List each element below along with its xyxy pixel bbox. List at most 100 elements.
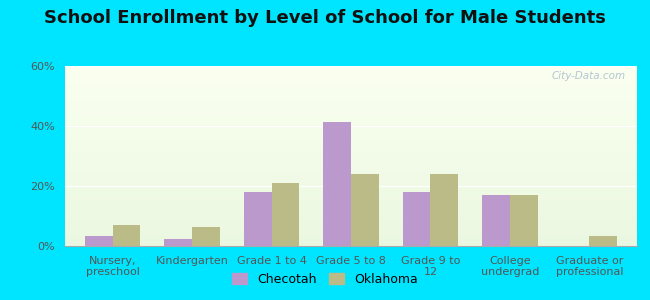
- Bar: [85, 236, 112, 246]
- Bar: [65, 121, 637, 122]
- Bar: [65, 170, 637, 171]
- Bar: [65, 73, 637, 74]
- Bar: [65, 164, 637, 165]
- Bar: [65, 113, 637, 114]
- Bar: [65, 175, 637, 176]
- Bar: [65, 160, 637, 161]
- Bar: [65, 117, 637, 118]
- Bar: [65, 118, 637, 119]
- Bar: [65, 96, 637, 97]
- Bar: [65, 93, 637, 94]
- Bar: [65, 197, 637, 198]
- Bar: [65, 181, 637, 182]
- Bar: [244, 192, 272, 246]
- Bar: [65, 135, 637, 136]
- Bar: [65, 88, 637, 89]
- Bar: [65, 204, 637, 205]
- Text: City-Data.com: City-Data.com: [551, 71, 625, 81]
- Bar: [65, 158, 637, 159]
- Bar: [65, 238, 637, 239]
- Bar: [65, 126, 637, 127]
- Bar: [65, 205, 637, 206]
- Bar: [65, 67, 637, 68]
- Bar: [65, 173, 637, 174]
- Bar: [65, 159, 637, 160]
- Bar: [65, 70, 637, 71]
- Bar: [65, 110, 637, 111]
- Bar: [65, 216, 637, 217]
- Bar: [65, 89, 637, 90]
- Bar: [65, 106, 637, 107]
- Bar: [65, 141, 637, 142]
- Bar: [65, 176, 637, 177]
- Bar: [65, 206, 637, 207]
- Bar: [65, 224, 637, 225]
- Bar: [65, 186, 637, 187]
- Bar: [65, 68, 637, 69]
- Bar: [65, 114, 637, 115]
- Bar: [65, 231, 637, 232]
- Bar: [65, 122, 637, 123]
- Bar: [65, 233, 637, 234]
- Bar: [65, 66, 637, 67]
- Bar: [65, 87, 637, 88]
- Bar: [430, 174, 458, 246]
- Bar: [65, 132, 637, 133]
- Bar: [272, 183, 300, 246]
- Bar: [65, 155, 637, 156]
- Bar: [65, 179, 637, 180]
- Bar: [65, 222, 637, 223]
- Bar: [65, 97, 637, 98]
- Bar: [65, 115, 637, 116]
- Bar: [65, 237, 637, 238]
- Bar: [65, 225, 637, 226]
- Bar: [65, 210, 637, 211]
- Bar: [65, 196, 637, 197]
- Bar: [65, 69, 637, 70]
- Bar: [65, 154, 637, 155]
- Bar: [65, 229, 637, 230]
- Bar: [65, 90, 637, 91]
- Bar: [65, 212, 637, 213]
- Bar: [65, 151, 637, 152]
- Bar: [65, 86, 637, 87]
- Bar: [65, 95, 637, 96]
- Bar: [65, 227, 637, 228]
- Bar: [65, 85, 637, 86]
- Bar: [65, 124, 637, 125]
- Bar: [65, 149, 637, 150]
- Bar: [65, 187, 637, 188]
- Bar: [65, 104, 637, 105]
- Bar: [65, 240, 637, 241]
- Bar: [65, 241, 637, 242]
- Bar: [65, 74, 637, 75]
- Bar: [65, 105, 637, 106]
- Bar: [510, 195, 538, 246]
- Bar: [65, 150, 637, 151]
- Bar: [65, 163, 637, 164]
- Bar: [65, 214, 637, 215]
- Bar: [65, 184, 637, 185]
- Bar: [65, 138, 637, 139]
- Bar: [65, 84, 637, 85]
- Bar: [65, 139, 637, 140]
- Bar: [65, 144, 637, 145]
- Bar: [65, 169, 637, 170]
- Bar: [65, 91, 637, 92]
- Bar: [65, 116, 637, 117]
- Bar: [65, 177, 637, 178]
- Bar: [65, 77, 637, 78]
- Bar: [65, 165, 637, 166]
- Bar: [65, 174, 637, 175]
- Bar: [65, 107, 637, 108]
- Bar: [65, 161, 637, 162]
- Bar: [65, 198, 637, 199]
- Bar: [65, 169, 637, 170]
- Bar: [65, 140, 637, 141]
- Bar: [65, 145, 637, 146]
- Bar: [65, 83, 637, 84]
- Bar: [65, 142, 637, 143]
- Bar: [65, 185, 637, 186]
- Bar: [65, 120, 637, 121]
- Bar: [65, 108, 637, 109]
